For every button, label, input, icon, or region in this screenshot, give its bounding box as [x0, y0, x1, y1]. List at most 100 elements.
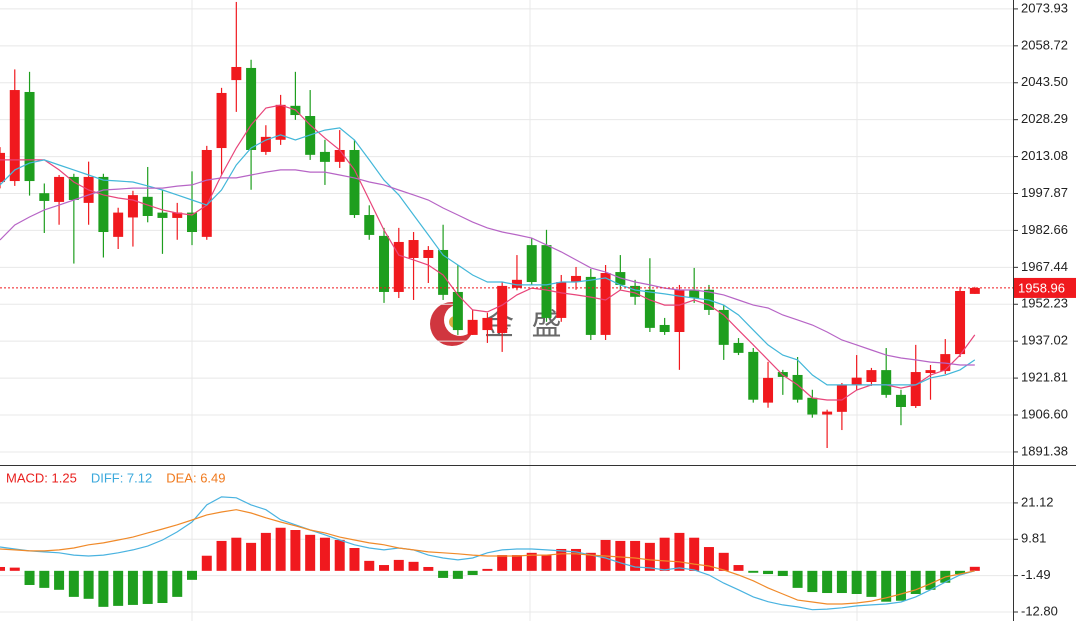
macd-bar [482, 568, 493, 571]
y-tick-label: 1952.23 [1021, 296, 1068, 311]
y-tick-label: 2013.08 [1021, 148, 1068, 163]
y-tick-label: 9.81 [1021, 531, 1046, 546]
macd-bar [216, 540, 227, 571]
macd-bar [822, 570, 833, 594]
candle-body [24, 91, 35, 182]
candle-body [822, 411, 833, 415]
macd-bar [201, 555, 212, 571]
candle-body [836, 384, 847, 412]
y-tick-label: 2043.50 [1021, 74, 1068, 89]
candle-body [467, 319, 478, 335]
y-tick-label: 2058.72 [1021, 37, 1068, 52]
candle-body [925, 370, 936, 374]
macd-bar [24, 570, 35, 585]
candle-body [659, 324, 670, 333]
candle-body [0, 152, 5, 183]
last-price-tag [1014, 277, 1076, 298]
candle-body [349, 149, 360, 216]
macd-line [0, 496, 975, 611]
macd-bar [866, 570, 877, 597]
candle-body [585, 276, 596, 335]
moving-average-line [0, 104, 976, 401]
candle-body [969, 287, 980, 294]
candle-body [334, 149, 345, 162]
candle-body [452, 291, 463, 331]
macd-bar [689, 537, 700, 571]
candle-body [807, 397, 818, 415]
macd-bar [718, 552, 729, 571]
candle-body [393, 241, 404, 292]
y-tick-label: -1.49 [1021, 567, 1051, 582]
candle-body [792, 374, 803, 400]
macd-bar [231, 537, 242, 571]
macd-bar [807, 570, 818, 593]
macd-bar [39, 570, 50, 588]
macd-bar [792, 570, 803, 588]
macd-bar [142, 570, 153, 604]
macd-bar [408, 561, 419, 571]
candle-body [98, 176, 109, 233]
candle-body [201, 149, 212, 237]
macd-bar [157, 570, 168, 603]
y-tick-label: 21.12 [1021, 494, 1054, 509]
macd-line [0, 509, 975, 605]
y-tick-label: -12.80 [1021, 603, 1058, 618]
macd-bar [511, 555, 522, 571]
macd-bar [438, 570, 449, 578]
macd-bar [777, 570, 788, 576]
candle-body [157, 212, 168, 218]
y-tick-label: 1967.44 [1021, 259, 1068, 274]
macd-bar [364, 560, 375, 571]
y-tick-label: 2073.93 [1021, 0, 1068, 15]
macd-bar [763, 570, 774, 575]
candle-body [68, 176, 79, 200]
macd-bar [83, 570, 94, 599]
macd-bar [526, 552, 537, 571]
macd-bar [644, 542, 655, 571]
macd-bar [955, 570, 966, 575]
candle-body [511, 279, 522, 288]
candle-body [895, 394, 906, 407]
macd-bar [585, 552, 596, 571]
candle-body [127, 195, 138, 218]
candle-body [482, 317, 493, 331]
macd-bar [836, 570, 847, 594]
y-tick-label: 2028.29 [1021, 111, 1068, 126]
moving-average-line [0, 169, 975, 366]
candle-body [571, 275, 582, 283]
macd-bar [0, 566, 5, 571]
macd-bar [467, 570, 478, 576]
macd-bar [305, 534, 316, 571]
macd-bar [615, 540, 626, 571]
macd-bar [925, 570, 936, 590]
macd-bar [172, 570, 183, 597]
y-tick-label: 1906.60 [1021, 406, 1068, 421]
candle-body [600, 273, 611, 335]
candle-body [39, 193, 50, 201]
y-tick-label: 1997.87 [1021, 185, 1068, 200]
macd-bar [260, 532, 271, 571]
macd-bar [910, 570, 921, 594]
macd-bar [379, 565, 390, 571]
candle-body [113, 212, 124, 237]
macd-bar [659, 537, 670, 571]
candle-body [526, 245, 537, 283]
macd-bar [54, 570, 65, 590]
watermark-text: 金 盛 [484, 308, 566, 343]
macd-bar [895, 570, 906, 601]
candle-body [674, 289, 685, 333]
candle-body [423, 249, 434, 258]
candle-body [54, 176, 65, 202]
candle-body [438, 249, 449, 295]
candle-body [630, 285, 641, 297]
candle-body [689, 289, 700, 299]
macd-bar [246, 542, 257, 571]
macd-bar [9, 567, 20, 571]
candle-body [172, 212, 183, 218]
candle-body [142, 196, 153, 216]
macd-bar [541, 555, 552, 571]
candle-body [718, 309, 729, 345]
candle-body [216, 92, 227, 149]
